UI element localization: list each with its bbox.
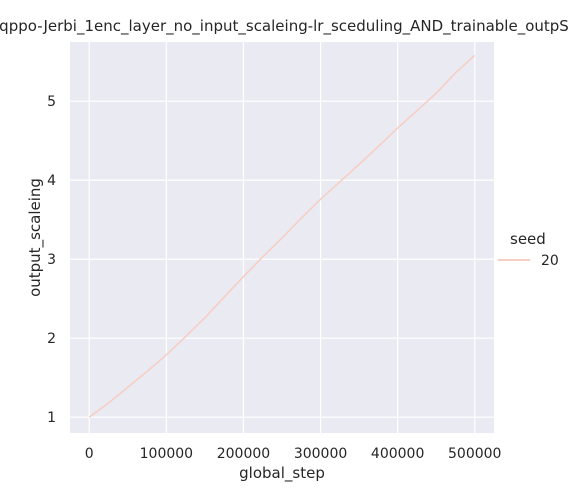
grid-lines bbox=[70, 42, 494, 433]
y-tick-label: 3 bbox=[47, 252, 56, 268]
y-tick-label: 2 bbox=[47, 331, 56, 347]
x-tick-label: 200000 bbox=[217, 446, 270, 462]
x-tick-label: 100000 bbox=[140, 446, 193, 462]
legend-entry-label: 20 bbox=[541, 253, 559, 269]
legend: seed 20 bbox=[498, 230, 559, 269]
y-axis-label: output_scaleing bbox=[26, 178, 45, 297]
legend-title: seed bbox=[510, 230, 546, 248]
y-tick-labels: 1 2 3 4 5 bbox=[47, 94, 56, 426]
x-tick-label: 0 bbox=[85, 446, 94, 462]
series-layer bbox=[88, 54, 476, 418]
x-tick-label: 300000 bbox=[294, 446, 347, 462]
x-tick-label: 400000 bbox=[371, 446, 424, 462]
series-line-20 bbox=[88, 54, 476, 418]
y-tick-label: 1 bbox=[47, 410, 56, 426]
chart-title: qppo-Jerbi_1enc_layer_no_input_scaleing-… bbox=[0, 17, 569, 36]
y-tick-label: 5 bbox=[47, 94, 56, 110]
y-tick-label: 4 bbox=[47, 173, 56, 189]
x-tick-label: 500000 bbox=[448, 446, 501, 462]
x-axis-label: global_step bbox=[239, 464, 325, 483]
x-tick-labels: 0 100000 200000 300000 400000 500000 bbox=[85, 446, 502, 462]
